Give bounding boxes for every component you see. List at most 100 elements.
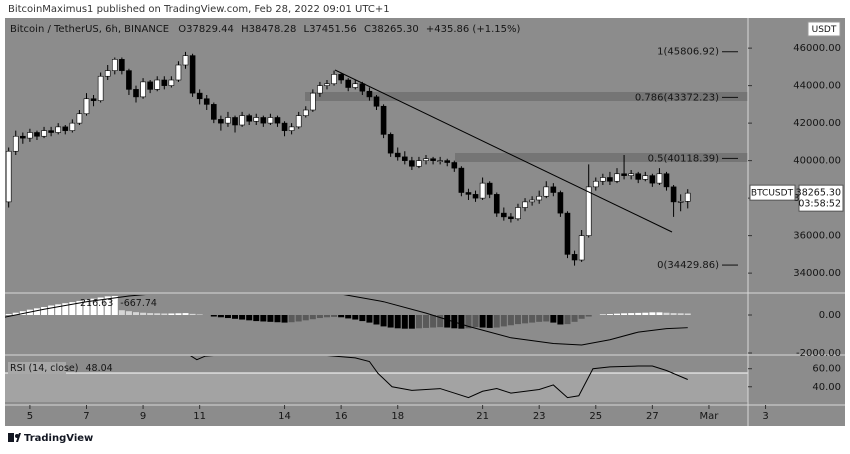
candle-body	[656, 173, 663, 184]
symbol-tag-bg	[749, 184, 796, 201]
macd-histogram-bar	[677, 313, 684, 315]
candle-body	[451, 162, 458, 169]
macd-histogram-bar	[281, 315, 288, 323]
candle-body	[175, 64, 182, 81]
candle-body	[642, 175, 649, 180]
rsi-pane	[190, 356, 688, 399]
candle-body	[430, 158, 436, 161]
fib-label: 0(34429.86)	[657, 260, 719, 271]
macd-histogram-bar	[104, 296, 111, 315]
candle-body	[295, 115, 302, 128]
candle-body	[168, 79, 175, 86]
macd-histogram-bar	[168, 313, 175, 315]
macd-histogram-bar	[288, 315, 295, 323]
y-tick-label: -2000.00	[796, 348, 841, 359]
x-tick-label: 21	[476, 411, 489, 422]
rsi-legend-bg	[8, 362, 66, 374]
candle-body	[20, 135, 26, 139]
macd-histogram-bar	[352, 315, 359, 320]
candle-body	[373, 96, 380, 107]
macd-histogram-bar	[543, 315, 550, 322]
axes: 34000.0036000.0038000.0040000.0042000.00…	[27, 43, 844, 422]
ohlc-change: +435.86 (+1.15%)	[426, 24, 521, 35]
candle-body	[76, 113, 83, 124]
candle-body	[225, 117, 231, 124]
macd-histogram-bar	[585, 315, 592, 317]
macd-histogram-bar	[125, 311, 132, 315]
candle-body	[218, 119, 224, 124]
candle-body	[253, 117, 260, 122]
resistance-zone	[305, 92, 748, 101]
candle-body	[140, 81, 146, 98]
chart-header: Bitcoin / TetherUS, 6h, BINANCE O37829.4…	[10, 24, 520, 35]
macd-line	[5, 295, 688, 346]
macd-histogram-bar	[253, 315, 260, 322]
rsi-band	[5, 373, 748, 402]
macd-histogram-bar	[97, 297, 104, 315]
macd-histogram-bar	[338, 315, 345, 318]
macd-histogram-bar	[564, 315, 571, 325]
candle-body	[246, 115, 252, 122]
macd-pane	[5, 295, 691, 346]
macd-histogram-bar	[514, 315, 521, 325]
macd-histogram-bar	[500, 315, 507, 327]
macd-histogram-bar	[684, 313, 691, 315]
macd-histogram-bar	[140, 312, 147, 315]
candle-body	[267, 117, 274, 124]
ohlc-close: C38265.30	[364, 24, 419, 35]
candle-body	[317, 85, 323, 94]
candle-body	[585, 186, 592, 236]
macd-histogram-bar	[359, 315, 366, 322]
candle-body	[288, 126, 295, 131]
y-tick-label: 34000.00	[793, 268, 841, 279]
macd-histogram-bar	[656, 312, 663, 315]
candle-body	[324, 83, 330, 86]
y-tick-label: 40000.00	[793, 156, 841, 167]
macd-histogram-bar	[486, 315, 493, 328]
candle-body	[189, 55, 196, 94]
macd-histogram-bar	[557, 315, 564, 325]
symbol-tag: BTCUSDT	[751, 189, 794, 199]
y-tick-label: 60.00	[812, 364, 841, 375]
macd-histogram-bar	[55, 304, 62, 315]
candle-body	[607, 177, 613, 182]
candle-body	[635, 173, 642, 180]
macd-histogram-bar	[331, 315, 338, 317]
macd-histogram-bar	[423, 315, 430, 328]
candle-body	[501, 212, 507, 218]
symbol-title: Bitcoin / TetherUS, 6h, BINANCE	[10, 24, 169, 35]
macd-histogram-bar	[175, 313, 182, 315]
candle-body	[126, 70, 132, 90]
candle-body	[12, 135, 19, 152]
x-tick-label: 11	[193, 411, 206, 422]
macd-histogram-bar	[458, 315, 465, 329]
macd-histogram-bar	[323, 315, 330, 318]
macd-histogram-bar	[246, 315, 253, 321]
macd-line-value: -667.74	[120, 298, 157, 309]
candle-body	[359, 83, 366, 92]
macd-histogram-bar	[649, 312, 656, 315]
candle-body	[621, 173, 627, 176]
macd-histogram-bar	[33, 308, 40, 315]
candle-body	[550, 186, 557, 193]
candle-body	[69, 122, 76, 131]
x-tick-label: Mar	[700, 411, 720, 422]
macd-histogram-bar	[224, 315, 231, 319]
macd-histogram-bar	[111, 296, 118, 315]
x-tick-label: 9	[140, 411, 146, 422]
candle-body	[592, 180, 599, 188]
macd-histogram-bar	[133, 312, 140, 315]
macd-histogram-bar	[161, 313, 168, 315]
candle-body	[133, 89, 139, 98]
candle-body	[557, 192, 564, 214]
resistance-zone	[455, 153, 748, 162]
candle-body	[571, 254, 578, 261]
price-tag-bg	[798, 184, 844, 212]
macd-histogram-bar	[210, 315, 217, 317]
macd-histogram-bar	[536, 315, 543, 322]
candle-body	[239, 115, 245, 126]
candle-body	[161, 79, 168, 86]
macd-histogram-bar	[189, 313, 196, 315]
candle-body	[394, 152, 401, 158]
